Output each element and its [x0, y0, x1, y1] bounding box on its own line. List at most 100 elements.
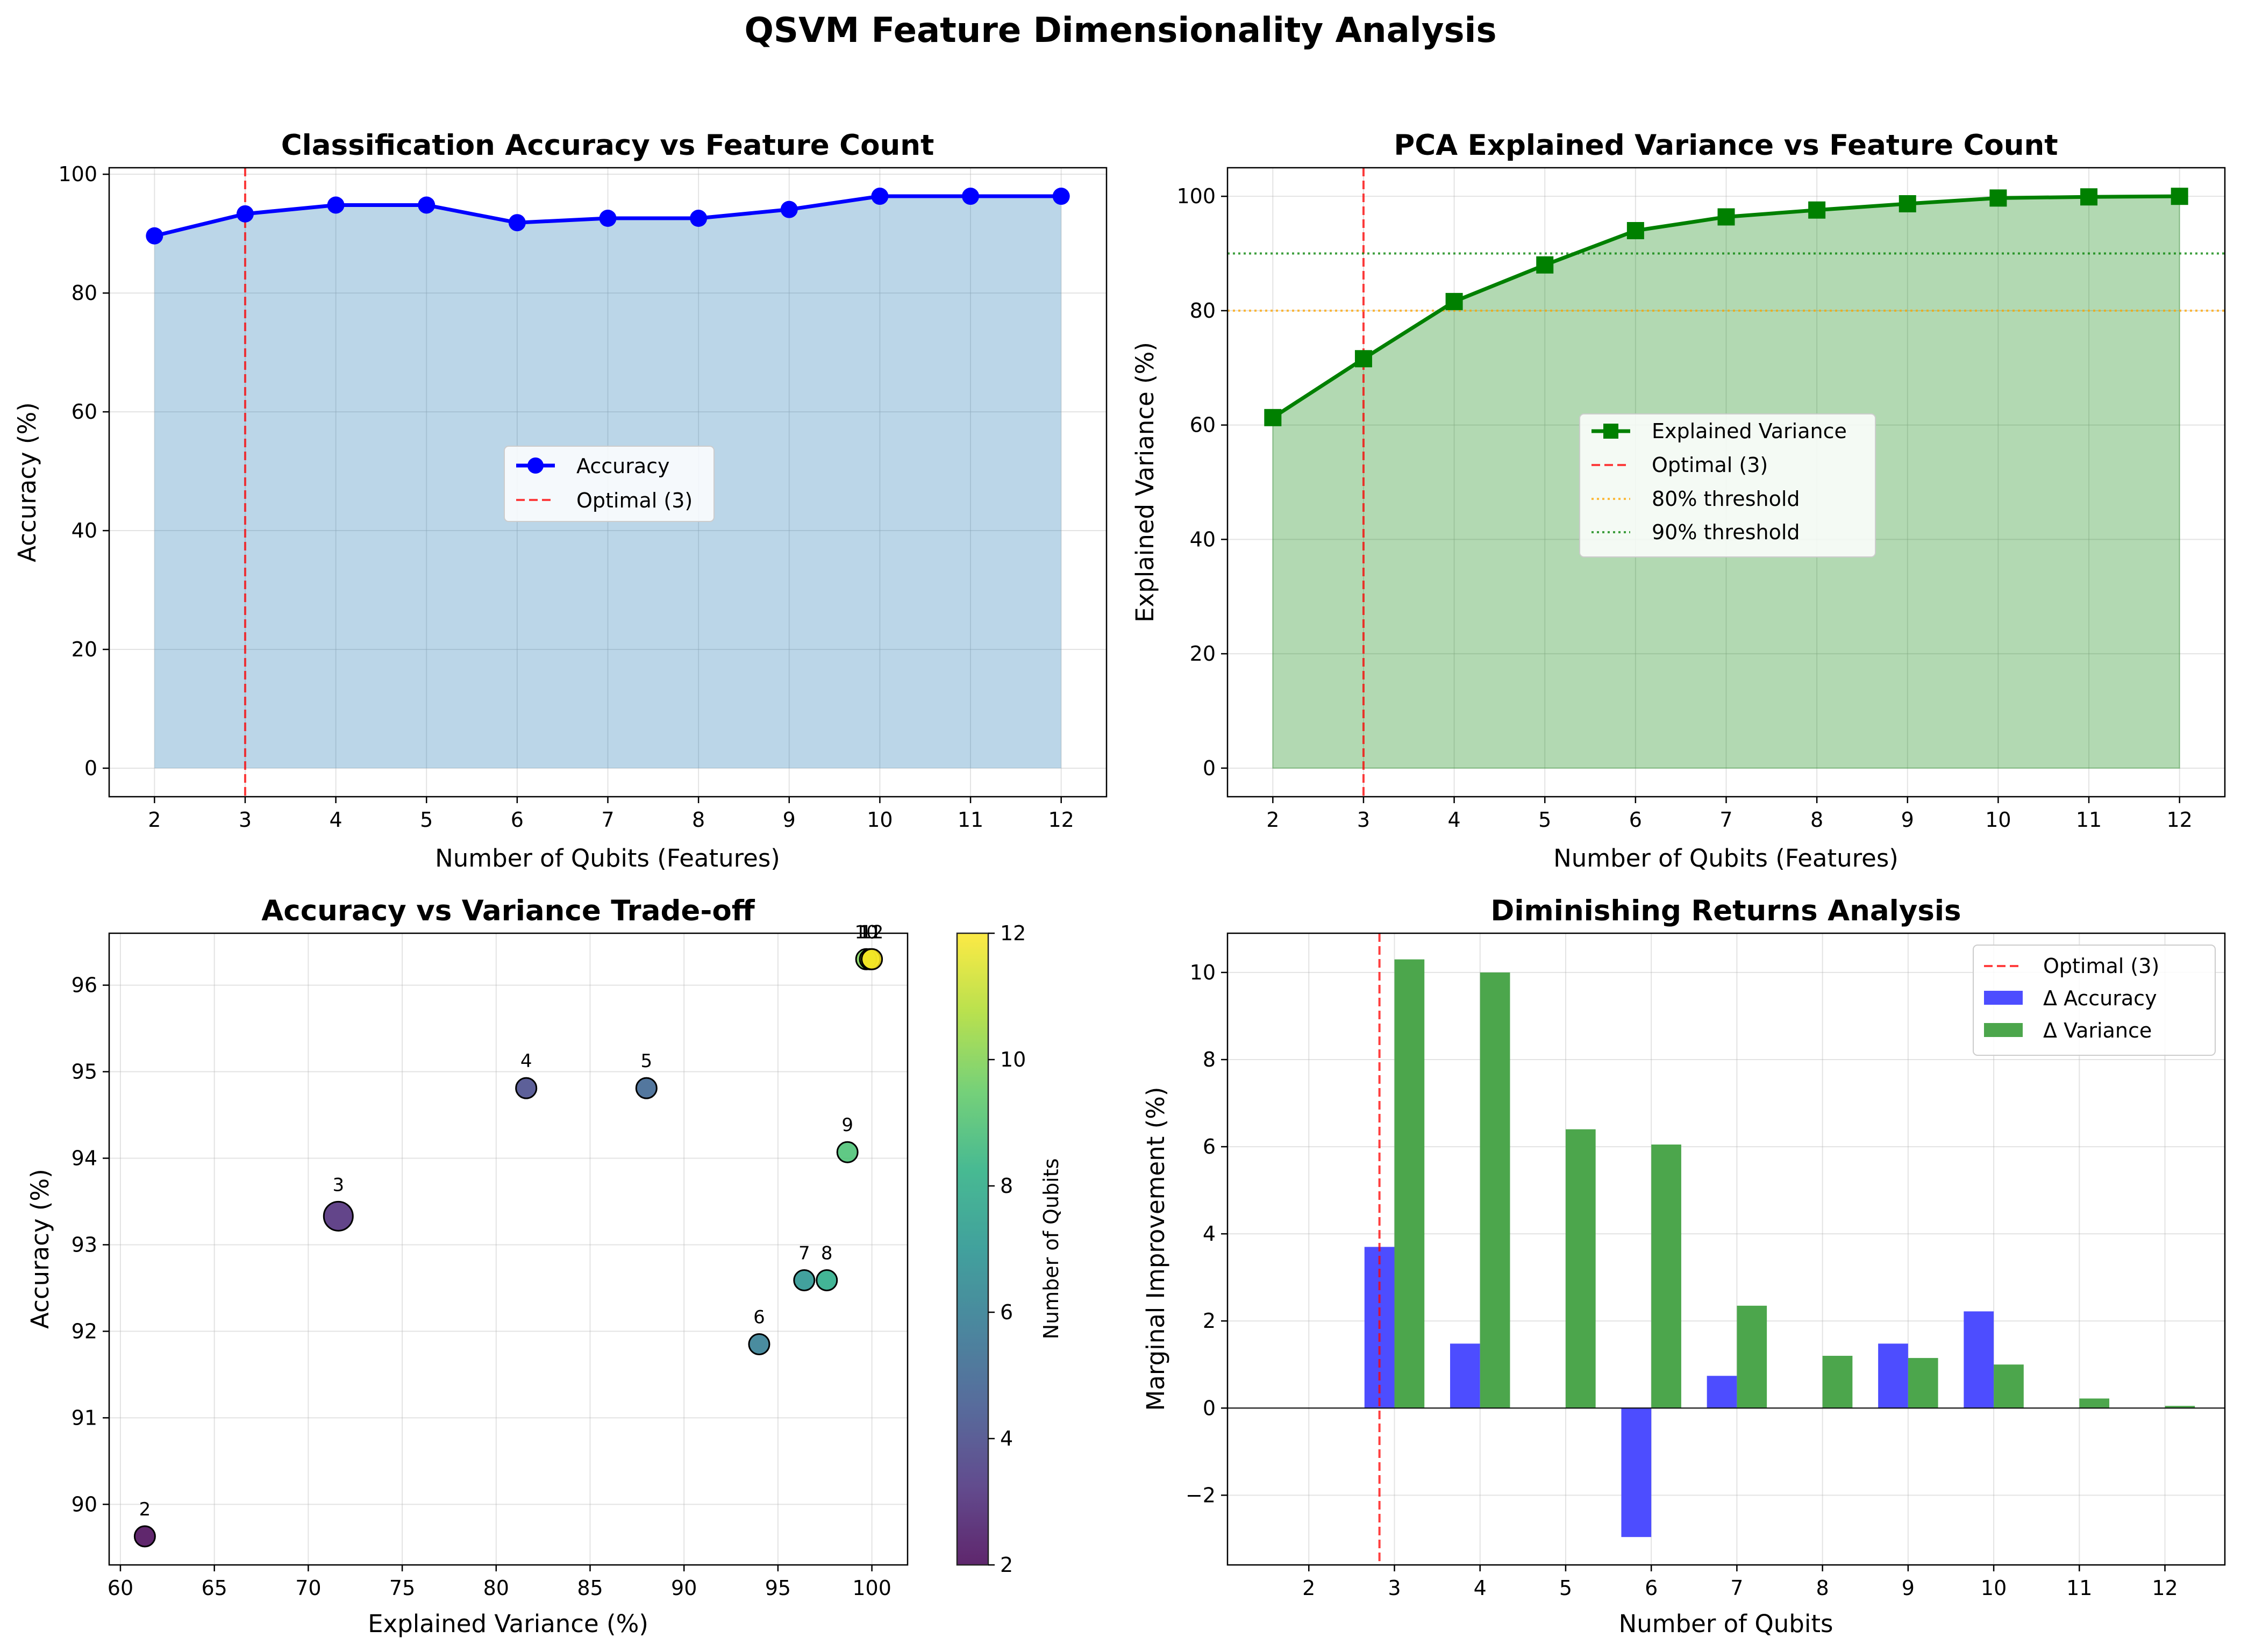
x-tick-label: 5	[1559, 1576, 1572, 1600]
x-tick-label: 11	[2066, 1576, 2092, 1600]
x-tick-label: 90	[671, 1576, 697, 1600]
x-tick-label: 3	[1388, 1576, 1401, 1600]
y-tick-label: 95	[72, 1060, 97, 1084]
accuracy-point	[690, 210, 708, 227]
delta-variance-bar	[1394, 959, 1425, 1408]
point-label: 8	[821, 1242, 833, 1264]
x-tick-label: 9	[1902, 1576, 1915, 1600]
variance-x-label: Number of Qubits (Features)	[1553, 844, 1899, 873]
legend-delta-accuracy-swatch	[1984, 991, 2023, 1005]
y-tick-label: 0	[1203, 1396, 1216, 1420]
delta-variance-bar	[2165, 1406, 2195, 1408]
delta-accuracy-bar	[1878, 1343, 1908, 1408]
diminishing-panel: Diminishing Returns Analysis 2 3 4 5 6 7 8 9 10 1…	[1141, 895, 2226, 1638]
x-tick-label: 3	[1357, 808, 1370, 832]
accuracy-point	[236, 205, 254, 223]
delta-accuracy-bar	[1964, 1311, 1994, 1408]
x-tick-label: 10	[867, 808, 893, 832]
point-label: 4	[520, 1050, 532, 1072]
x-tick-label: 4	[1474, 1576, 1487, 1600]
variance-point	[1989, 189, 2007, 207]
delta-variance-bar	[1908, 1358, 1938, 1408]
y-tick-label: 8	[1203, 1048, 1216, 1071]
x-tick-label: 3	[239, 808, 252, 832]
variance-panel: PCA Explained Variance vs Feature Count …	[1131, 129, 2226, 873]
legend-delta-variance: Δ Variance	[2043, 1019, 2152, 1042]
colorbar	[956, 932, 989, 1566]
x-tick-label: 10	[1981, 1576, 2007, 1600]
colorbar-tick-label: 8	[1000, 1174, 1013, 1198]
x-tick-label: 8	[1810, 808, 1823, 832]
accuracy-point	[146, 227, 163, 245]
point-label: 10	[854, 921, 877, 943]
x-tick-label: 4	[329, 808, 342, 832]
variance-point	[1626, 222, 1644, 239]
colorbar-tick-label: 10	[1000, 1048, 1026, 1071]
figure-title: QSVM Feature Dimensionality Analysis	[744, 11, 1496, 51]
legend-optimal: Optimal (3)	[1652, 453, 1768, 477]
tradeoff-chart-title: Accuracy vs Variance Trade-off	[261, 895, 755, 927]
x-tick-label: 5	[1538, 808, 1551, 832]
y-tick-label: 40	[1190, 527, 1216, 551]
diminishing-x-label: Number of Qubits	[1619, 1610, 1833, 1638]
y-tick-label: 20	[72, 638, 97, 661]
x-tick-label: 75	[389, 1576, 415, 1600]
variance-chart-title: PCA Explained Variance vs Feature Count	[1394, 129, 2058, 162]
scatter-point	[861, 948, 883, 970]
scatter-point	[515, 1077, 538, 1099]
point-label: 2	[139, 1499, 151, 1520]
x-tick-label: 65	[201, 1576, 227, 1600]
x-tick-label: 95	[765, 1576, 791, 1600]
legend-optimal: Optimal (3)	[576, 489, 693, 512]
y-tick-label: 40	[72, 519, 97, 542]
colorbar-tick-label: 2	[1000, 1553, 1013, 1577]
x-tick-label: 100	[852, 1576, 891, 1600]
tradeoff-panel: Accuracy vs Variance Trade-off 234 567 891…	[26, 895, 1063, 1638]
accuracy-point	[871, 188, 889, 205]
point-label: 9	[841, 1114, 853, 1136]
y-tick-label: 0	[1203, 756, 1216, 780]
y-tick-label: 90	[72, 1492, 97, 1516]
y-tick-label: −2	[1186, 1483, 1216, 1507]
y-tick-label: 100	[1176, 184, 1216, 208]
accuracy-point	[1052, 188, 1070, 205]
x-tick-label: 12	[2152, 1576, 2178, 1600]
x-tick-label: 9	[1901, 808, 1914, 832]
y-tick-label: 93	[72, 1233, 97, 1256]
x-tick-label: 6	[511, 808, 524, 832]
y-tick-label: 20	[1190, 642, 1216, 666]
x-tick-label: 11	[958, 808, 983, 832]
point-label: 5	[640, 1050, 652, 1072]
delta-variance-bar	[1822, 1356, 1853, 1408]
variance-point	[1717, 208, 1735, 226]
y-tick-label: 80	[72, 281, 97, 305]
variance-point	[1899, 195, 1916, 213]
scatter-point	[793, 1269, 816, 1291]
legend-accuracy: Accuracy	[576, 454, 670, 478]
legend-90-threshold: 90% threshold	[1652, 520, 1800, 544]
variance-point	[2171, 188, 2188, 205]
accuracy-point	[418, 196, 436, 214]
colorbar-tick-label: 4	[1000, 1427, 1013, 1450]
colorbar-label: Number of Qubits	[1039, 1158, 1063, 1340]
scatter-point	[748, 1333, 770, 1356]
point-label: 11	[858, 921, 881, 943]
variance-point	[1354, 350, 1372, 368]
colorbar-tick-label: 6	[1000, 1300, 1013, 1324]
diminishing-chart-title: Diminishing Returns Analysis	[1490, 895, 1961, 927]
accuracy-x-label: Number of Qubits (Features)	[435, 844, 780, 873]
x-tick-label: 6	[1645, 1576, 1658, 1600]
accuracy-panel: Classification Accuracy vs Feature Count…	[13, 129, 1108, 873]
scatter-point	[816, 1269, 838, 1291]
delta-variance-bar	[1737, 1305, 1767, 1408]
delta-accuracy-bar	[1450, 1343, 1480, 1408]
y-tick-label: 10	[1190, 961, 1216, 984]
y-tick-label: 0	[84, 756, 97, 780]
y-tick-label: 100	[58, 162, 97, 186]
variance-point	[1536, 256, 1554, 274]
accuracy-plot-frame	[108, 167, 1108, 798]
x-tick-label: 7	[1719, 808, 1732, 832]
accuracy-legend: Accuracy Optimal (3)	[504, 446, 715, 522]
legend-explained-variance: Explained Variance	[1652, 419, 1847, 443]
